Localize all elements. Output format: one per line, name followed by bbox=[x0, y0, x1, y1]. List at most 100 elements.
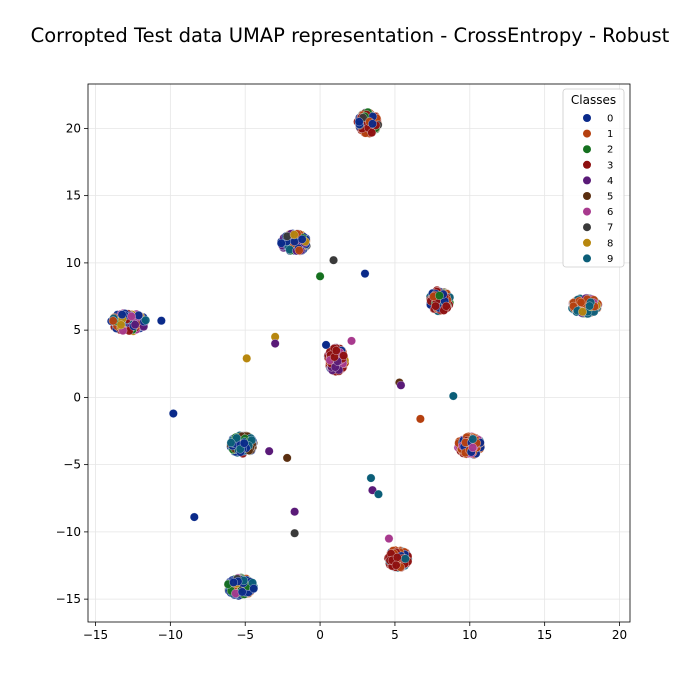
legend-marker bbox=[583, 192, 591, 200]
y-tick-label: 15 bbox=[66, 189, 81, 203]
outlier-point bbox=[270, 339, 280, 348]
outlier-point bbox=[321, 340, 331, 350]
y-tick-label: −10 bbox=[56, 525, 81, 539]
x-tick-label: 0 bbox=[316, 628, 324, 642]
x-tick-label: −15 bbox=[83, 628, 108, 642]
cluster-4 bbox=[567, 293, 603, 319]
legend-label: 8 bbox=[607, 238, 613, 249]
legend-label: 5 bbox=[607, 192, 613, 203]
legend: Classes 0 1 2 3 4 5 6 7 8 9 bbox=[562, 88, 625, 268]
data-point bbox=[400, 554, 410, 564]
legend-marker bbox=[583, 207, 591, 216]
outlier-point bbox=[157, 316, 166, 326]
data-point bbox=[232, 433, 242, 443]
y-tick-label: −5 bbox=[63, 458, 81, 472]
outlier-point bbox=[282, 453, 292, 463]
legend-label: 6 bbox=[607, 207, 613, 218]
outlier-point bbox=[290, 528, 299, 538]
legend-title: Classes bbox=[571, 93, 616, 107]
outlier-point bbox=[448, 391, 458, 401]
data-point bbox=[276, 238, 286, 248]
data-point bbox=[391, 560, 401, 570]
data-points bbox=[106, 107, 603, 601]
legend-label: 1 bbox=[607, 129, 613, 140]
outlier-point bbox=[366, 473, 376, 483]
x-tick-label: −10 bbox=[158, 628, 183, 642]
legend-label: 7 bbox=[607, 223, 613, 234]
outlier-point bbox=[374, 489, 383, 499]
data-point bbox=[130, 320, 140, 330]
data-point bbox=[468, 443, 478, 452]
legend-marker bbox=[583, 176, 591, 185]
data-point bbox=[585, 301, 594, 311]
data-point bbox=[435, 291, 444, 300]
legend-marker bbox=[583, 129, 591, 138]
legend-marker bbox=[583, 114, 591, 122]
data-point bbox=[229, 578, 238, 587]
legend-label: 3 bbox=[607, 160, 613, 171]
data-point bbox=[239, 438, 249, 448]
cluster-5 bbox=[323, 343, 350, 376]
legend-label: 9 bbox=[607, 254, 613, 265]
data-point bbox=[141, 315, 151, 325]
legend-label: 2 bbox=[607, 145, 613, 156]
data-point bbox=[297, 234, 307, 244]
y-tick-label: 10 bbox=[66, 256, 81, 270]
legend-marker bbox=[583, 223, 591, 232]
cluster-3 bbox=[425, 286, 455, 316]
data-point bbox=[367, 128, 377, 138]
data-point bbox=[339, 351, 348, 360]
data-point bbox=[237, 587, 247, 597]
chart-title: Corropted Test data UMAP representation … bbox=[30, 24, 670, 47]
plot-area bbox=[88, 84, 630, 622]
data-point bbox=[392, 552, 402, 562]
y-tick-label: 20 bbox=[66, 121, 81, 135]
legend-marker bbox=[583, 160, 591, 169]
data-point bbox=[331, 346, 341, 355]
data-point bbox=[576, 297, 586, 307]
axes-border bbox=[87, 83, 631, 623]
legend-marker bbox=[583, 238, 591, 247]
outlier-point bbox=[168, 409, 178, 418]
outlier-point bbox=[315, 271, 325, 281]
data-point bbox=[354, 117, 364, 127]
legend-marker bbox=[583, 145, 591, 154]
outlier-point bbox=[384, 534, 394, 543]
cluster-0 bbox=[106, 308, 151, 336]
outlier-point bbox=[329, 255, 338, 265]
outlier-point bbox=[360, 269, 370, 278]
data-point bbox=[117, 310, 127, 320]
cluster-1 bbox=[353, 107, 383, 138]
outlier-point bbox=[290, 507, 299, 517]
grid-lines bbox=[88, 84, 630, 622]
outlier-point bbox=[242, 354, 252, 363]
y-tick-label: −15 bbox=[56, 592, 81, 606]
data-point bbox=[468, 434, 478, 444]
legend-marker bbox=[583, 254, 591, 263]
legend-label: 4 bbox=[607, 176, 613, 187]
cluster-8 bbox=[383, 546, 413, 573]
data-point bbox=[289, 230, 299, 240]
legend-label: 0 bbox=[607, 114, 613, 125]
outlier-point bbox=[189, 512, 199, 522]
data-point bbox=[116, 320, 126, 330]
y-tick-label: 5 bbox=[73, 323, 81, 337]
x-tick-label: 5 bbox=[391, 628, 399, 642]
data-point bbox=[226, 438, 236, 448]
x-tick-label: −5 bbox=[236, 628, 254, 642]
cluster-9 bbox=[223, 573, 259, 601]
cluster-2 bbox=[276, 229, 311, 256]
outlier-point bbox=[416, 414, 425, 424]
data-point bbox=[108, 316, 118, 326]
legend-box bbox=[562, 88, 625, 268]
outlier-point bbox=[396, 380, 406, 390]
data-point bbox=[294, 246, 304, 255]
data-point bbox=[441, 301, 451, 311]
data-point bbox=[127, 312, 136, 321]
cluster-7 bbox=[453, 432, 485, 460]
outlier-point bbox=[347, 336, 356, 346]
data-point bbox=[368, 119, 377, 129]
x-tick-label: 20 bbox=[612, 628, 627, 642]
